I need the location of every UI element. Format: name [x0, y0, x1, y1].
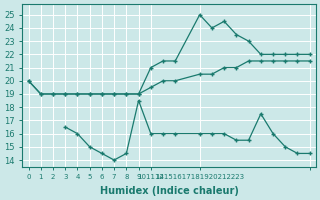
X-axis label: Humidex (Indice chaleur): Humidex (Indice chaleur)	[100, 186, 239, 196]
